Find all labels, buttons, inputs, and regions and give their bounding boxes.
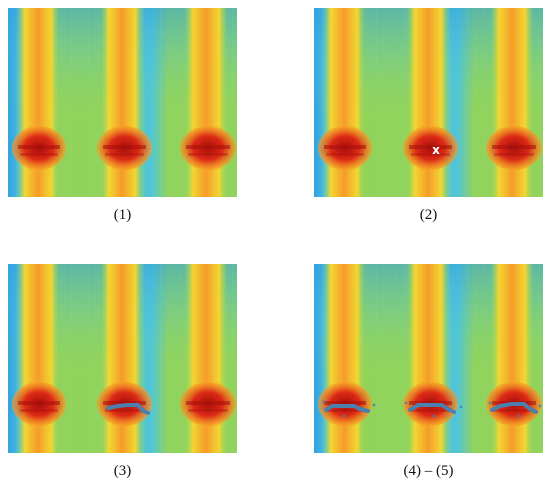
panel-caption-2: (2)	[419, 207, 438, 223]
trace-line-2	[408, 403, 456, 414]
spectrogram-panel-3	[8, 264, 237, 453]
panel-caption-3: (3)	[113, 463, 132, 479]
spectrogram-panel-1	[8, 8, 237, 197]
trace-line-2	[106, 403, 150, 415]
trace-line-1	[324, 404, 370, 413]
spectrogram-panel-2: x	[314, 8, 543, 197]
trace-line-3	[490, 402, 538, 414]
spectrogram-panel-4-5	[314, 264, 543, 453]
seed-marker: x	[432, 143, 440, 157]
panel-caption-1: (1)	[113, 207, 132, 223]
panel-caption-4-5: (4) – (5)	[403, 463, 454, 479]
